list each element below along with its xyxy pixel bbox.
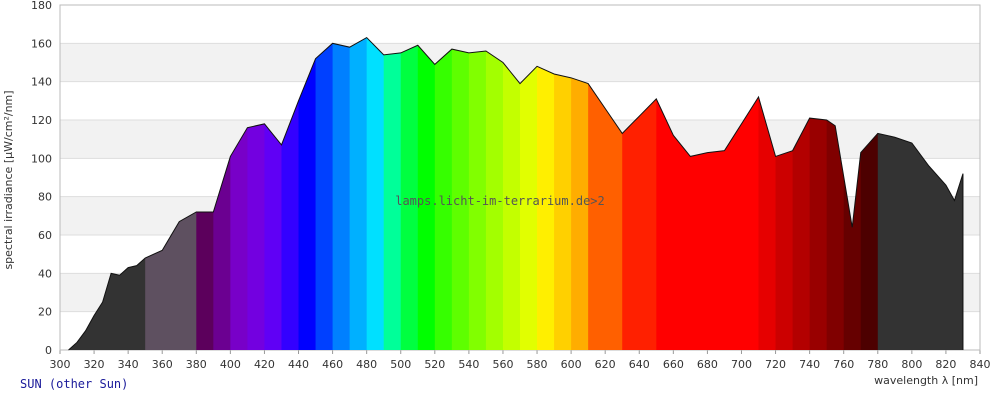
y-axis-label: spectral irradiance [µW/cm²/nm] (2, 90, 15, 269)
x-tick-label: 440 (288, 358, 309, 371)
spectrum-band (451, 37, 470, 350)
y-tick-label: 140 (31, 76, 52, 89)
spectrum-band (349, 37, 368, 350)
spectrum-band (298, 37, 317, 350)
y-tick-label: 60 (38, 229, 52, 242)
spectrum-band (571, 37, 589, 350)
x-tick-label: 740 (799, 358, 820, 371)
x-tick-label: 420 (254, 358, 275, 371)
x-tick-label: 600 (561, 358, 582, 371)
x-tick-label: 540 (458, 358, 479, 371)
y-tick-label: 0 (45, 344, 52, 357)
x-tick-label: 380 (186, 358, 207, 371)
x-tick-label: 560 (492, 358, 513, 371)
spectrum-band (485, 37, 504, 350)
x-tick-label: 800 (901, 358, 922, 371)
spectrum-band (400, 37, 419, 350)
x-tick-label: 300 (50, 358, 71, 371)
x-tick-label: 340 (118, 358, 139, 371)
spectrum-band (315, 37, 334, 350)
y-tick-label: 160 (31, 37, 52, 50)
y-tick-label: 180 (31, 0, 52, 12)
y-tick-label: 40 (38, 267, 52, 280)
spectrum-band (520, 37, 538, 350)
spectrum-band (554, 37, 572, 350)
spectrum-band (383, 37, 402, 350)
x-tick-label: 460 (322, 358, 343, 371)
grid-stripe (60, 43, 980, 82)
chart-title: SUN (other Sun) (20, 377, 128, 391)
y-tick-label: 100 (31, 152, 52, 165)
spectrum-band (537, 37, 555, 350)
x-tick-label: 700 (731, 358, 752, 371)
x-tick-label: 620 (595, 358, 616, 371)
y-tick-label: 80 (38, 191, 52, 204)
x-tick-label: 660 (663, 358, 684, 371)
x-tick-label: 780 (867, 358, 888, 371)
spectrum-band (502, 37, 521, 350)
x-tick-label: 520 (424, 358, 445, 371)
spectrum-band (417, 37, 436, 350)
spectrum-band (468, 37, 487, 350)
x-tick-label: 760 (833, 358, 854, 371)
y-tick-label: 120 (31, 114, 52, 127)
spectrum-band (434, 37, 453, 350)
x-tick-label: 500 (390, 358, 411, 371)
spectrum-band (366, 37, 385, 350)
x-tick-label: 640 (629, 358, 650, 371)
x-tick-label: 820 (935, 358, 956, 371)
x-tick-label: 480 (356, 358, 377, 371)
x-tick-label: 720 (765, 358, 786, 371)
spectrum-band (332, 37, 351, 350)
x-tick-label: 400 (220, 358, 241, 371)
x-tick-label: 360 (152, 358, 173, 371)
x-tick-label: 320 (84, 358, 105, 371)
x-tick-label: 840 (970, 358, 991, 371)
watermark: lamps.licht-im-terrarium.de>2 (395, 194, 605, 208)
spectrum-outline (68, 36, 964, 351)
x-tick-label: 580 (527, 358, 548, 371)
x-tick-label: 680 (697, 358, 718, 371)
x-axis-label: wavelength λ [nm] (874, 374, 978, 387)
y-tick-label: 20 (38, 306, 52, 319)
